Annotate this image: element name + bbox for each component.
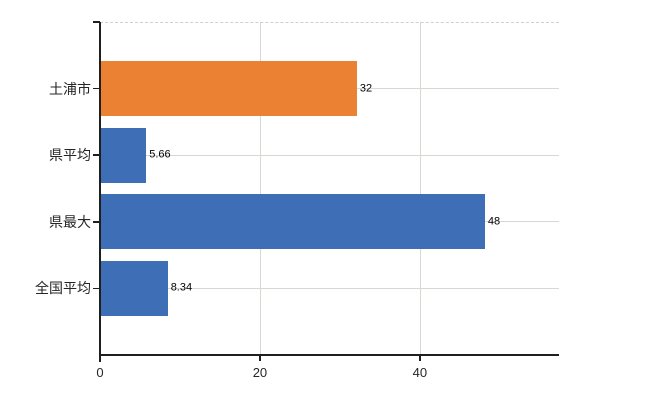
category-label: 全国平均 bbox=[35, 280, 91, 297]
x-axis-tick bbox=[99, 355, 101, 361]
gridline-horizontal bbox=[100, 154, 559, 156]
category-label: 県平均 bbox=[49, 147, 91, 164]
category-label: 土浦市 bbox=[49, 80, 91, 97]
bar bbox=[101, 127, 147, 183]
category-label: 県最大 bbox=[49, 213, 91, 230]
bar-value-label: 5.66 bbox=[149, 148, 171, 161]
x-tick-label: 20 bbox=[252, 365, 268, 380]
bar bbox=[101, 260, 168, 316]
x-axis-tick bbox=[419, 355, 421, 361]
x-axis-line bbox=[99, 354, 559, 356]
y-axis-tick bbox=[93, 21, 100, 23]
x-tick-label: 40 bbox=[412, 365, 428, 380]
gridline-horizontal bbox=[100, 287, 559, 289]
plot-top-border bbox=[100, 22, 559, 23]
bar bbox=[101, 194, 485, 250]
bar-value-label: 48 bbox=[487, 215, 501, 228]
gridline-vertical bbox=[259, 22, 261, 355]
bar-value-label: 8.34 bbox=[170, 281, 193, 294]
y-axis-tick bbox=[93, 87, 100, 90]
bar-value-label: 32 bbox=[359, 82, 373, 95]
y-axis-tick bbox=[93, 287, 100, 290]
y-axis-tick bbox=[93, 221, 100, 223]
bar bbox=[101, 61, 357, 117]
x-axis-tick bbox=[259, 355, 261, 361]
y-axis-line bbox=[99, 22, 101, 362]
x-tick-label: 0 bbox=[96, 365, 104, 380]
y-axis-tick bbox=[93, 154, 100, 156]
gridline-vertical bbox=[419, 22, 421, 355]
